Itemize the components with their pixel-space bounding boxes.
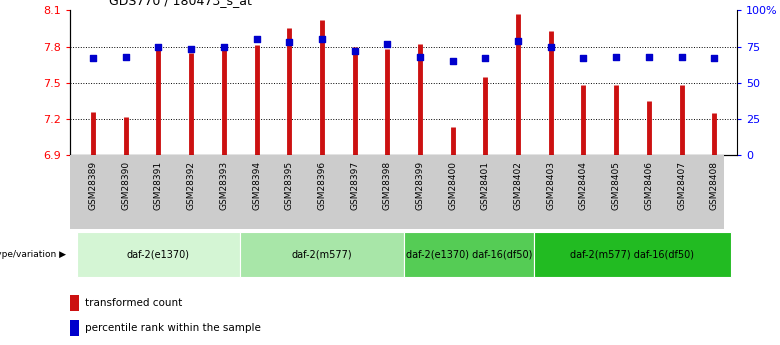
Text: GDS770 / 180473_s_at: GDS770 / 180473_s_at <box>109 0 252 7</box>
Text: GSM28390: GSM28390 <box>121 161 130 210</box>
Text: GSM28389: GSM28389 <box>89 161 98 210</box>
Text: GSM28400: GSM28400 <box>448 161 457 210</box>
Text: GSM28406: GSM28406 <box>644 161 654 210</box>
Point <box>316 37 328 42</box>
Point <box>218 44 230 49</box>
Point <box>544 44 557 49</box>
Text: GSM28395: GSM28395 <box>285 161 294 210</box>
Bar <box>70 320 79 336</box>
Point <box>152 44 165 49</box>
Point <box>675 54 688 59</box>
Text: GSM28398: GSM28398 <box>383 161 392 210</box>
Text: daf-2(m577) daf-16(df50): daf-2(m577) daf-16(df50) <box>570 249 694 259</box>
Text: GSM28394: GSM28394 <box>252 161 261 210</box>
Bar <box>404 232 534 277</box>
Point <box>479 56 491 61</box>
Point <box>708 56 721 61</box>
Point <box>119 54 132 59</box>
Point <box>283 39 296 45</box>
Text: GSM28397: GSM28397 <box>350 161 359 210</box>
Text: GSM28404: GSM28404 <box>579 161 588 210</box>
Point <box>577 56 590 61</box>
Point <box>610 54 622 59</box>
Text: GSM28408: GSM28408 <box>710 161 718 210</box>
Point <box>87 56 99 61</box>
Text: GSM28396: GSM28396 <box>317 161 326 210</box>
Text: daf-2(e1370): daf-2(e1370) <box>127 249 190 259</box>
Text: GSM28399: GSM28399 <box>416 161 424 210</box>
Text: GSM28407: GSM28407 <box>677 161 686 210</box>
Bar <box>534 232 731 277</box>
Point <box>446 58 459 64</box>
Text: GSM28391: GSM28391 <box>154 161 163 210</box>
Bar <box>70 295 79 311</box>
Point <box>250 37 263 42</box>
Point <box>381 41 394 47</box>
Point <box>643 54 655 59</box>
Bar <box>240 232 404 277</box>
Text: daf-2(m577): daf-2(m577) <box>292 249 353 259</box>
Text: GSM28403: GSM28403 <box>546 161 555 210</box>
Text: GSM28401: GSM28401 <box>481 161 490 210</box>
Text: percentile rank within the sample: percentile rank within the sample <box>85 323 261 333</box>
Text: GSM28393: GSM28393 <box>219 161 229 210</box>
Text: transformed count: transformed count <box>85 298 183 308</box>
Point <box>185 47 197 52</box>
Point <box>413 54 426 59</box>
Text: genotype/variation ▶: genotype/variation ▶ <box>0 250 66 259</box>
Point <box>512 38 524 43</box>
Bar <box>76 232 240 277</box>
Text: daf-2(e1370) daf-16(df50): daf-2(e1370) daf-16(df50) <box>406 249 532 259</box>
Text: GSM28405: GSM28405 <box>612 161 621 210</box>
Text: GSM28392: GSM28392 <box>186 161 196 210</box>
Text: GSM28402: GSM28402 <box>513 161 523 210</box>
Point <box>349 48 361 54</box>
